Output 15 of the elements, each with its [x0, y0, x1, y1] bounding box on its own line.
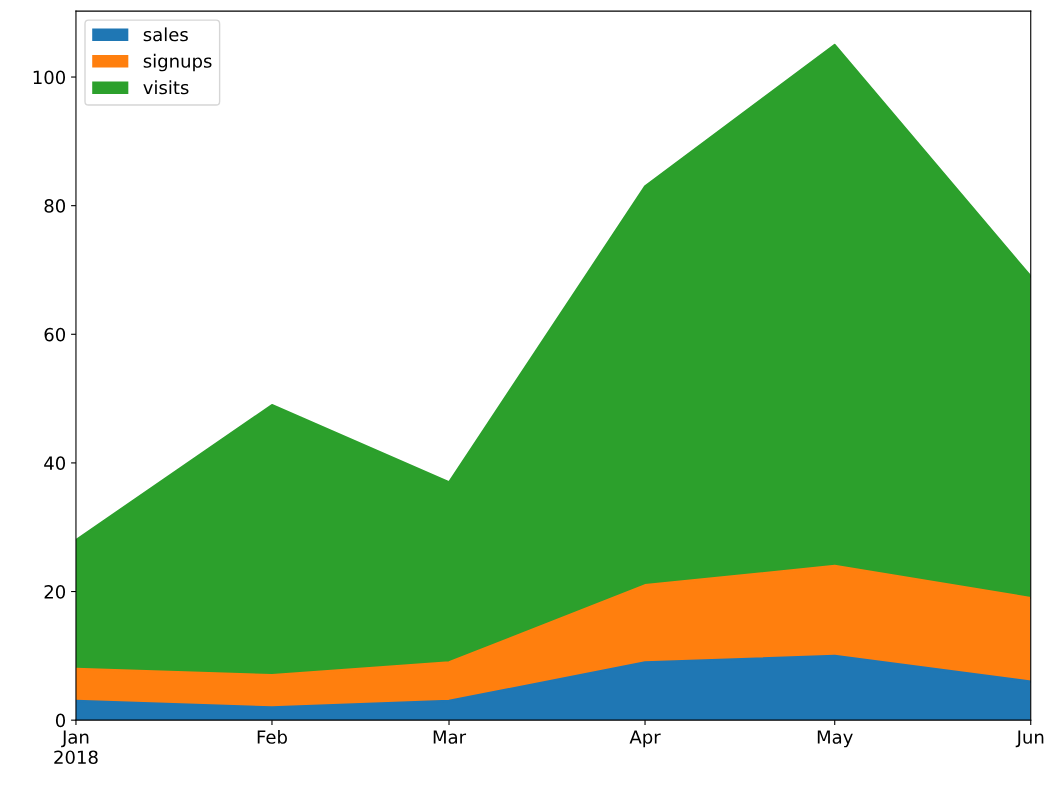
y-tick-label: 100 — [33, 70, 66, 85]
x-tick-label: Apr — [629, 730, 661, 748]
x-tick-label: Feb — [257, 729, 287, 744]
y-tick-label: 20 — [44, 584, 66, 599]
legend-label: sales — [143, 27, 188, 42]
legend-label: visits — [143, 80, 189, 95]
x-tick-label: Mar — [433, 730, 467, 744]
y-tick-label: 80 — [44, 199, 66, 213]
x-tick-label: May — [817, 730, 853, 748]
x-tick-label: Jan 2018 — [54, 730, 98, 765]
x-tick-label: Jun — [1015, 730, 1044, 748]
y-tick-label: 60 — [44, 327, 66, 342]
y-tick-label: 40 — [44, 456, 66, 471]
legend-label: signups — [143, 53, 212, 72]
y-tick-label: 0 — [55, 713, 66, 728]
